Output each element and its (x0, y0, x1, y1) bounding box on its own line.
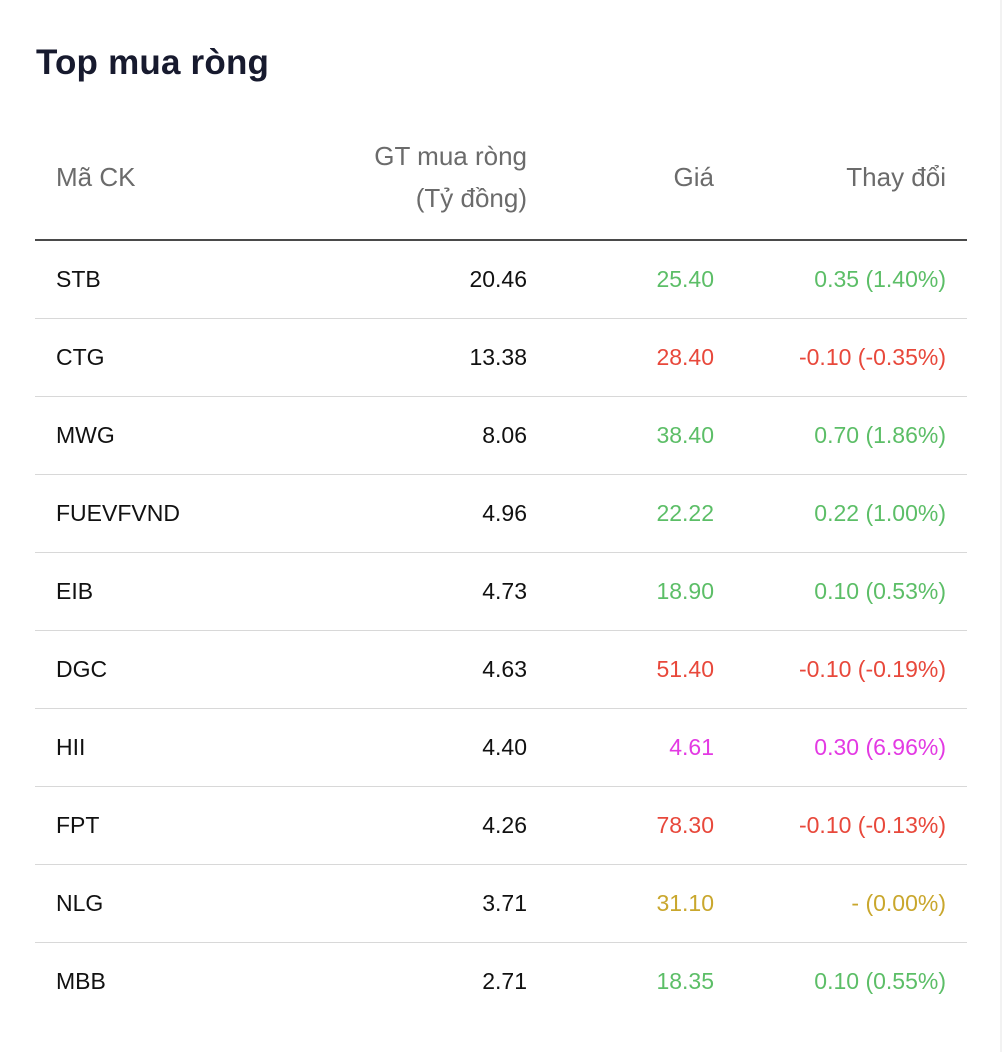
stock-code[interactable]: FPT (56, 812, 100, 838)
price: 78.30 (656, 812, 714, 838)
stock-code[interactable]: FUEVFVND (56, 500, 180, 526)
header-price: Giá (673, 162, 714, 192)
net-buy-value: 4.63 (482, 656, 527, 682)
price-change: -0.10 (-0.19%) (798, 656, 946, 682)
header-net-buy-value-line2: (Tỷ đồng) (415, 183, 527, 213)
table-row[interactable]: DGC 4.63 51.40 -0.10 (-0.19%) (35, 631, 967, 709)
header-net-buy-value-line1: GT mua ròng (374, 141, 527, 171)
price-change: -0.10 (-0.35%) (798, 344, 946, 370)
price-change: 0.70 (1.86%) (814, 422, 946, 448)
table-row[interactable]: MBB 2.71 18.35 0.10 (0.55%) (35, 943, 967, 1020)
net-buy-value: 4.26 (482, 812, 527, 838)
price: 28.40 (656, 344, 714, 370)
table-row[interactable]: CTG 13.38 28.40 -0.10 (-0.35%) (35, 319, 967, 397)
price-change: -0.10 (-0.13%) (798, 812, 946, 838)
table-body: STB 20.46 25.40 0.35 (1.40%) CTG 13.38 2… (35, 241, 967, 1020)
net-buy-value: 13.38 (469, 344, 527, 370)
price-change: 0.10 (0.55%) (814, 968, 946, 994)
card-edge-divider (1000, 0, 1002, 1052)
stock-code[interactable]: CTG (56, 344, 105, 370)
price: 51.40 (656, 656, 714, 682)
net-buy-value: 4.40 (482, 734, 527, 760)
net-buy-value: 8.06 (482, 422, 527, 448)
price-change: 0.30 (6.96%) (814, 734, 946, 760)
stock-code[interactable]: EIB (56, 578, 94, 604)
price: 18.35 (656, 968, 714, 994)
stock-code[interactable]: STB (56, 266, 101, 292)
header-stock-code: Mã CK (56, 162, 136, 192)
price: 18.90 (656, 578, 714, 604)
price: 31.10 (656, 890, 714, 916)
table-row[interactable]: NLG 3.71 31.10 - (0.00%) (35, 865, 967, 943)
price: 4.61 (669, 734, 714, 760)
header-change: Thay đổi (846, 162, 946, 192)
net-buy-value: 2.71 (482, 968, 527, 994)
table-row[interactable]: EIB 4.73 18.90 0.10 (0.53%) (35, 553, 967, 631)
stock-code[interactable]: HII (56, 734, 86, 760)
table-row[interactable]: FUEVFVND 4.96 22.22 0.22 (1.00%) (35, 475, 967, 553)
stock-code[interactable]: MBB (56, 968, 106, 994)
table-row[interactable]: STB 20.46 25.40 0.35 (1.40%) (35, 241, 967, 319)
net-buy-table: Mã CK GT mua ròng (Tỷ đồng) Giá Thay đổi… (35, 118, 967, 1020)
net-buy-value: 20.46 (469, 266, 527, 292)
stock-code[interactable]: MWG (56, 422, 115, 448)
price-change: 0.35 (1.40%) (814, 266, 946, 292)
table-row[interactable]: FPT 4.26 78.30 -0.10 (-0.13%) (35, 787, 967, 865)
table-row[interactable]: MWG 8.06 38.40 0.70 (1.86%) (35, 397, 967, 475)
card-title: Top mua ròng (36, 43, 270, 82)
net-buy-value: 4.73 (482, 578, 527, 604)
net-buy-value: 3.71 (482, 890, 527, 916)
price: 22.22 (656, 500, 714, 526)
price-change: 0.22 (1.00%) (814, 500, 946, 526)
table-header: Mã CK GT mua ròng (Tỷ đồng) Giá Thay đổi (35, 118, 967, 241)
price: 38.40 (656, 422, 714, 448)
stock-code[interactable]: DGC (56, 656, 108, 682)
price-change: - (0.00%) (851, 890, 946, 916)
table-row[interactable]: HII 4.40 4.61 0.30 (6.96%) (35, 709, 967, 787)
header-net-buy-value: GT mua ròng (Tỷ đồng) (374, 135, 527, 219)
net-buy-value: 4.96 (482, 500, 527, 526)
price-change: 0.10 (0.53%) (814, 578, 946, 604)
stock-code[interactable]: NLG (56, 890, 104, 916)
price: 25.40 (656, 266, 714, 292)
